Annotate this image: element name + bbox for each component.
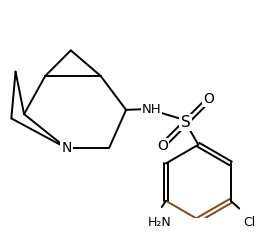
Text: Cl: Cl — [244, 216, 256, 228]
Text: S: S — [181, 115, 190, 130]
Text: N: N — [61, 141, 72, 155]
Text: NH: NH — [142, 103, 161, 116]
Text: O: O — [157, 139, 168, 153]
Text: O: O — [204, 92, 214, 106]
Text: H₂N: H₂N — [148, 216, 171, 228]
